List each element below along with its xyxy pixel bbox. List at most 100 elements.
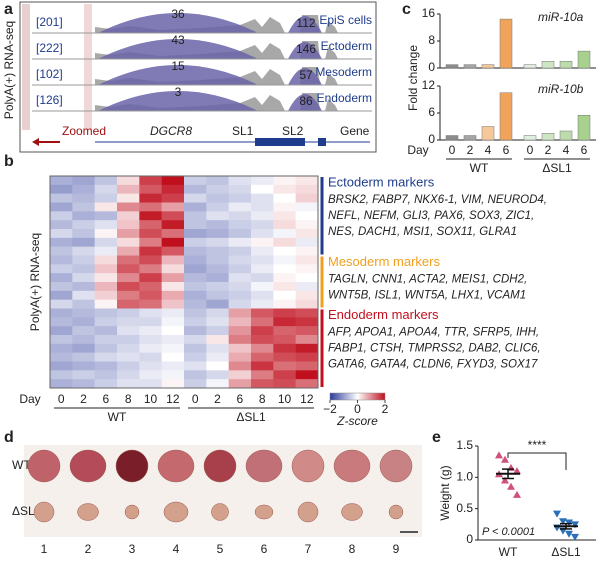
column-label: 6 (261, 542, 268, 556)
heatmap-cell (117, 229, 140, 239)
heatmap-cell (295, 335, 319, 345)
heatmap-cell (50, 290, 73, 300)
heatmap-cell (117, 255, 140, 265)
heatmap-cell (139, 255, 162, 265)
heatmap-cell (161, 246, 185, 256)
p-value: P < 0.0001 (482, 526, 535, 538)
heatmap-cell (117, 237, 140, 247)
marker-group-title: Ectoderm markers (328, 174, 435, 189)
heatmap-cell (161, 317, 185, 327)
chart-title: miR-10b (538, 82, 584, 96)
heatmap-cell (72, 326, 95, 336)
track-range: [102] (36, 67, 63, 81)
data-point (513, 467, 521, 475)
heatmap-cell (228, 193, 252, 203)
heatmap-cell (295, 379, 319, 389)
data-point (559, 518, 567, 526)
marker-genes: GATA6, GATA4, CLDN6, FXYD3, SOX17 (328, 359, 538, 371)
heatmap-cell (117, 202, 140, 212)
heatmap-cell (273, 211, 296, 221)
heatmap-cell (94, 220, 118, 230)
heatmap-cell (161, 379, 185, 389)
heatmap-cell (206, 176, 229, 186)
heatmap-cell (206, 264, 229, 274)
y-tick-label: 0 (428, 132, 435, 146)
heatmap-cell (94, 176, 118, 186)
heatmap-cell (251, 246, 274, 256)
heatmap-cell (139, 282, 162, 292)
heatmap-cell (206, 273, 229, 283)
heatmap-cell (161, 370, 185, 380)
heatmap-cell (228, 264, 252, 274)
heatmap-cell (184, 193, 207, 203)
tumour (297, 501, 319, 523)
heatmap-cell (228, 211, 252, 221)
tumour (333, 449, 371, 483)
heatmap-cell (94, 335, 118, 345)
heatmap-cell (72, 237, 95, 247)
x-tick-label: 6 (102, 392, 109, 406)
marker-genes: BRSK2, FABP7, NKX6-1, VIM, NEUROD4, (328, 194, 547, 206)
heatmap-cell (72, 299, 95, 309)
column-label: 7 (305, 542, 312, 556)
heatmap-cell (161, 237, 185, 247)
heatmap-cell (295, 361, 319, 371)
bar (463, 64, 477, 69)
heatmap-cell (161, 229, 185, 239)
marker-genes: NEFL, NEFM, GLI3, PAX6, SOX3, ZIC1, (328, 210, 534, 222)
heatmap-cell (117, 335, 140, 345)
heatmap-cell (206, 352, 229, 362)
heatmap-cell (295, 299, 319, 309)
heatmap-cell (273, 308, 296, 318)
heatmap-cell (50, 335, 73, 345)
heatmap-cell (228, 335, 252, 345)
x-tick-label: 8 (125, 392, 132, 406)
heatmap-cell (184, 370, 207, 380)
tumour (379, 449, 413, 483)
panel-label: e (432, 429, 441, 446)
x-tick-label: 2 (545, 143, 552, 157)
heatmap-cell (72, 370, 95, 380)
bar (559, 61, 573, 69)
panel-label: b (4, 153, 14, 170)
heatmap-cell (273, 193, 296, 203)
heatmap-cell (117, 193, 140, 203)
heatmap-cell (184, 308, 207, 318)
heatmap-cell (206, 255, 229, 265)
heatmap-cell (139, 335, 162, 345)
heatmap-cell (117, 282, 140, 292)
heatmap-cell (50, 343, 73, 353)
heatmap-cell (139, 193, 162, 203)
colorbar-label: Z-score (336, 414, 378, 428)
colorbar-tick-label: −2 (323, 402, 337, 416)
column-label: 2 (85, 542, 92, 556)
track-range: [222] (36, 41, 63, 55)
heatmap-cell (228, 290, 252, 300)
heatmap-cell (117, 264, 140, 274)
heatmap-cell (139, 246, 162, 256)
heatmap-cell (251, 299, 274, 309)
heatmap-cell (117, 352, 140, 362)
heatmap-cell (117, 176, 140, 186)
tumour (341, 503, 363, 521)
tumour (115, 449, 149, 483)
heatmap-cell (50, 202, 73, 212)
coverage (325, 99, 338, 111)
junction-count: 86 (299, 94, 313, 108)
heatmap-cell (273, 246, 296, 256)
heatmap-cell (139, 229, 162, 239)
data-point (501, 476, 509, 484)
heatmap-cell (72, 229, 95, 239)
heatmap-cell (94, 352, 118, 362)
heatmap-cell (184, 343, 207, 353)
heatmap-cell (161, 273, 185, 283)
heatmap-cell (228, 220, 252, 230)
track-label: EpiS cells (319, 13, 372, 27)
zoomed-label: Zoomed (62, 124, 106, 138)
heatmap-cell (228, 255, 252, 265)
heatmap-cell (184, 211, 207, 221)
junction-arc (288, 16, 322, 33)
heatmap-cell (184, 290, 207, 300)
bar (481, 64, 495, 69)
heatmap-cell (228, 202, 252, 212)
